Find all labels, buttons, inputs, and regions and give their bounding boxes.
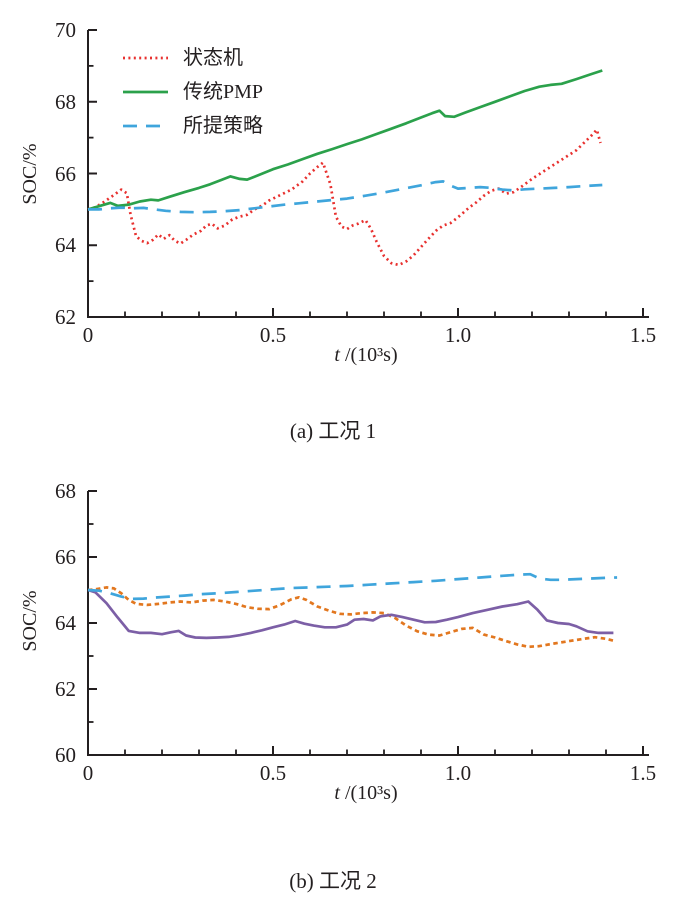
series-1-2-line [87, 572, 618, 601]
axis-spine-0 [87, 30, 649, 318]
x-tick-label: 0.5 [259, 761, 287, 785]
x-tick-label: 1.5 [629, 323, 657, 347]
x-tick-label: 1.0 [444, 761, 472, 785]
legend-label: 传统PMP [183, 81, 264, 103]
y-tick-label: 66 [55, 161, 76, 186]
x-tick-label: 0 [82, 761, 94, 785]
y-tick-label: 70 [55, 18, 76, 42]
y-tick-label: 62 [55, 677, 76, 701]
legend-label: 状态机 [183, 47, 243, 69]
series-1-1-line [87, 588, 614, 640]
x-tick-label: 0.5 [259, 323, 287, 347]
series-0-1-line [87, 69, 603, 211]
series-1-0-line [87, 586, 616, 649]
legend-label: 所提策略 [183, 115, 263, 137]
x-tick-label: 1.5 [629, 761, 657, 785]
y-tick-label: 66 [55, 545, 76, 569]
caption-a: (a) 工况 1 [289, 419, 377, 443]
x-tick-label: 1.0 [444, 323, 472, 347]
y-tick-label: 64 [55, 611, 76, 635]
series-0-2-line [88, 180, 603, 214]
y-tick-label: 62 [55, 305, 76, 329]
x-axis-label-a: t /(10³s) [334, 344, 398, 366]
x-axis-label-b: t /(10³s) [334, 782, 398, 804]
y-tick-label: 68 [55, 89, 76, 114]
x-tick-label: 0 [82, 323, 94, 347]
y-tick-label: 64 [55, 233, 76, 258]
y-tick-label: 68 [55, 479, 76, 503]
caption-b: (b) 工况 2 [289, 869, 377, 893]
y-tick-label: 60 [55, 743, 76, 767]
